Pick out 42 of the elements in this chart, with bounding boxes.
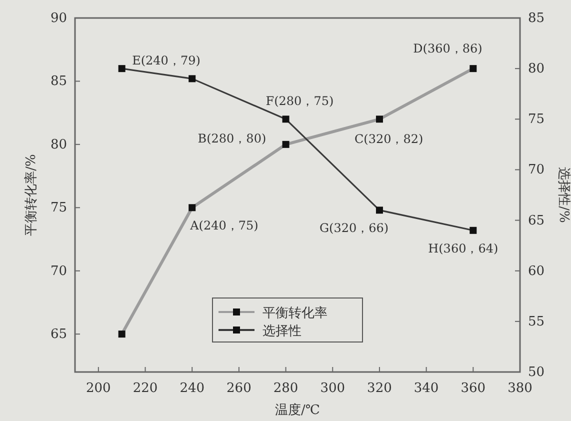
x-tick-label: 240 xyxy=(180,381,205,396)
y-tick-label: 70 xyxy=(50,264,67,279)
point xyxy=(188,75,196,82)
x-tick-label: 380 xyxy=(508,381,532,396)
data-label: C(320，82) xyxy=(354,132,424,146)
x-tick-label: 200 xyxy=(86,381,111,396)
data-label: E(240，79) xyxy=(132,54,200,68)
y2-tick-label: 55 xyxy=(528,314,545,330)
legend-label: 平衡转化率 xyxy=(262,305,328,321)
y2-tick-label: 70 xyxy=(528,162,545,178)
y2-tick-label: 65 xyxy=(528,213,545,228)
y-tick-label: 90 xyxy=(50,11,67,26)
x-tick-label: 360 xyxy=(460,381,486,396)
legend-label: 选择性 xyxy=(262,324,302,339)
point xyxy=(282,116,290,123)
data-label: F(280，75) xyxy=(266,94,334,108)
y-tick-label: 85 xyxy=(50,74,67,90)
y2-tick-label: 85 xyxy=(528,11,545,26)
y2-tick-label: 80 xyxy=(528,62,545,77)
x-axis-title: 温度/℃ xyxy=(275,402,320,418)
data-label: H(360，64) xyxy=(428,241,498,256)
data-label: A(240，75) xyxy=(189,218,258,233)
data-label: B(280，80) xyxy=(198,131,266,146)
point xyxy=(470,226,477,234)
y2-axis-title: 选择性/% xyxy=(556,167,571,223)
x-tick-label: 220 xyxy=(132,381,158,396)
x-tick-label: 280 xyxy=(273,381,298,396)
x-tick-label: 340 xyxy=(414,381,439,396)
point xyxy=(376,206,383,214)
data-label: G(320，66) xyxy=(319,221,389,236)
data-label: D(360，86) xyxy=(413,42,482,56)
x-tick-label: 300 xyxy=(320,381,346,396)
y-tick-label: 65 xyxy=(50,327,67,342)
y2-tick-label: 50 xyxy=(528,365,545,380)
x-tick-label: 260 xyxy=(226,381,252,396)
y-tick-label: 75 xyxy=(50,200,67,216)
y-axis-title: 平衡转化率/% xyxy=(23,154,39,236)
y2-tick-label: 60 xyxy=(528,264,545,279)
x-tick-label: 320 xyxy=(367,381,392,396)
point xyxy=(118,65,126,72)
y2-tick-label: 75 xyxy=(528,112,545,128)
y-tick-label: 80 xyxy=(50,137,67,152)
